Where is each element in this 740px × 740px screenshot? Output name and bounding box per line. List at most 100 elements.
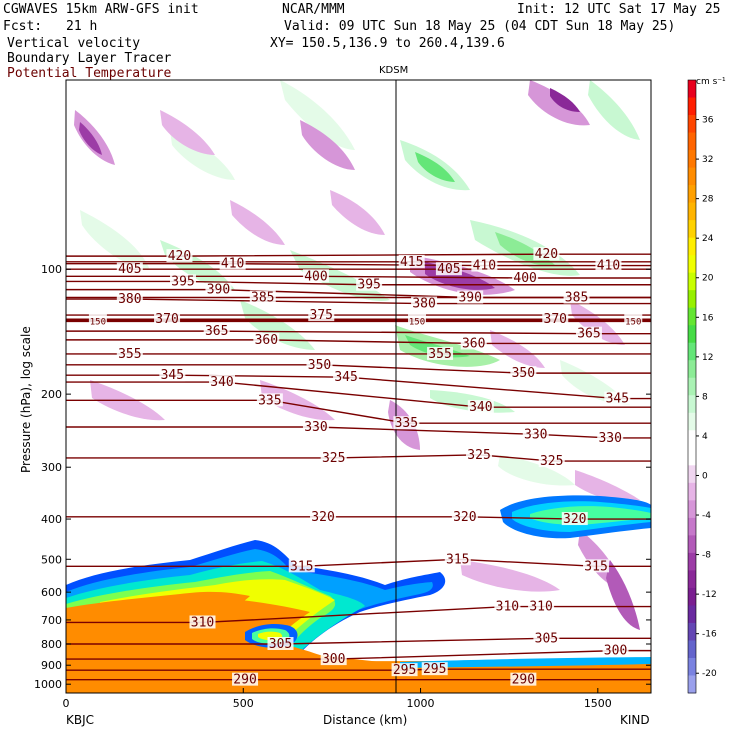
theta-label: 370 xyxy=(544,312,567,327)
theta-label: 420 xyxy=(168,249,191,264)
theta-label-background xyxy=(538,454,565,468)
theta-contour-330 xyxy=(66,426,651,439)
theta-label-background xyxy=(466,447,493,461)
colorbar-swatch xyxy=(688,115,696,134)
theta-label: 290 xyxy=(512,673,535,688)
y-tick-label: 900 xyxy=(41,659,62,672)
colorbar-tick-label: 4 xyxy=(702,432,708,442)
theta-label: 305 xyxy=(269,637,292,652)
theta-contour-420 xyxy=(66,253,651,257)
colorbar-tick-label: 20 xyxy=(702,274,714,284)
theta-label-background xyxy=(471,258,498,272)
org-name: NCAR/MMM xyxy=(282,2,345,17)
theta-label: 410 xyxy=(597,259,620,274)
theta-label-background xyxy=(398,254,425,268)
y-axis: 100 200 300 400 500 600 700 800 900 1000 xyxy=(34,263,651,691)
theta-label-background xyxy=(467,400,494,414)
theta-label-background xyxy=(205,282,232,296)
theta-label: 395 xyxy=(171,274,194,289)
theta-label-background xyxy=(451,509,478,523)
theta-label-background xyxy=(116,292,143,306)
potential-temperature-contours xyxy=(66,253,651,681)
theta-label-background xyxy=(510,672,537,686)
theta-label: 385 xyxy=(251,291,274,306)
colorbar-tick-label: -12 xyxy=(702,590,717,600)
theta-label-background xyxy=(427,346,454,360)
theta-label: 405 xyxy=(437,262,460,277)
colorbar-tick-label: 0 xyxy=(702,471,708,481)
colorbar-swatch xyxy=(688,570,696,589)
theta-label: 310 xyxy=(496,600,519,615)
theta-label: 310 xyxy=(529,600,552,615)
y-tick-label: 500 xyxy=(41,553,62,566)
colorbar-swatch xyxy=(688,185,696,204)
colorbar-tick-label: 32 xyxy=(702,155,713,165)
colorbar-tick-label: 36 xyxy=(702,116,714,126)
theta-label: 390 xyxy=(207,283,230,298)
theta-label: 390 xyxy=(458,291,481,306)
theta-label: 150 xyxy=(409,318,425,328)
colorbar-swatch xyxy=(688,255,696,274)
colorbar-swatch xyxy=(688,342,696,361)
theta-label-background xyxy=(166,249,193,263)
colorbar-swatch xyxy=(688,605,696,624)
theta-label-background xyxy=(320,652,347,666)
theta-label-background xyxy=(88,313,107,327)
start-station-label: KBJC xyxy=(66,713,94,727)
colorbar-tick-label: 12 xyxy=(702,353,713,363)
theta-label-background xyxy=(421,662,448,676)
theta-label: 355 xyxy=(428,347,451,362)
theta-label-background xyxy=(209,375,235,389)
init-time: Init: 12 UTC Sat 17 May 25 xyxy=(517,2,721,17)
field-label-boundary-layer-tracer: Boundary Layer Tracer xyxy=(7,51,172,66)
theta-contour-390 xyxy=(66,288,651,299)
theta-label-background xyxy=(356,277,383,291)
theta-label-background xyxy=(170,274,196,288)
theta-label-background xyxy=(203,324,230,338)
theta-contour-295 xyxy=(66,668,651,671)
theta-label: 315 xyxy=(290,559,313,574)
y-tick-label: 200 xyxy=(41,388,62,401)
theta-label-background xyxy=(595,258,622,272)
y-axis-title: Pressure (hPa), log scale xyxy=(19,326,33,473)
theta-label-background xyxy=(522,427,549,441)
theta-label: 320 xyxy=(311,510,334,525)
theta-label-background xyxy=(604,391,631,405)
colorbar-swatch xyxy=(688,220,696,239)
theta-label: 365 xyxy=(205,324,228,339)
theta-label: 330 xyxy=(524,427,547,442)
theta-label: 340 xyxy=(469,400,492,415)
theta-label: 380 xyxy=(118,292,141,307)
colorbar-swatch xyxy=(688,325,696,344)
theta-label-background xyxy=(435,262,462,276)
theta-label: 340 xyxy=(210,375,233,390)
colorbar-swatch xyxy=(688,272,696,291)
theta-label-background xyxy=(249,290,276,304)
downward-motion-shading xyxy=(74,80,640,630)
theta-contour-350 xyxy=(66,364,651,374)
colorbar-tick-label: 28 xyxy=(702,195,714,205)
colorbar-swatch xyxy=(688,500,696,519)
theta-label: 295 xyxy=(423,662,446,677)
theta-label: 325 xyxy=(540,454,563,469)
theta-label-background xyxy=(306,357,333,371)
theta-label-background xyxy=(512,271,539,285)
colorbar-tick-label: 8 xyxy=(702,392,708,402)
theta-label-background xyxy=(219,256,246,270)
theta-label-background xyxy=(510,366,537,380)
colorbar-swatch xyxy=(688,80,696,99)
theta-label: 300 xyxy=(322,652,345,667)
theta-label: 350 xyxy=(512,366,535,381)
theta-label: 400 xyxy=(304,269,327,284)
theta-label: 345 xyxy=(161,368,184,383)
potential-temperature-labels: 290 290 295 295 300 300 305 305 310 310 310 315 315 3… xyxy=(88,247,643,688)
theta-label: 360 xyxy=(462,336,485,351)
colorbar-swatch xyxy=(688,202,696,221)
theta-label: 335 xyxy=(395,416,418,431)
vertical-velocity-field xyxy=(66,80,651,693)
field-label-vertical-velocity: Vertical velocity xyxy=(7,36,141,51)
theta-label-background xyxy=(302,419,329,433)
colorbar-swatch xyxy=(688,412,696,431)
theta-label: 315 xyxy=(446,552,469,567)
